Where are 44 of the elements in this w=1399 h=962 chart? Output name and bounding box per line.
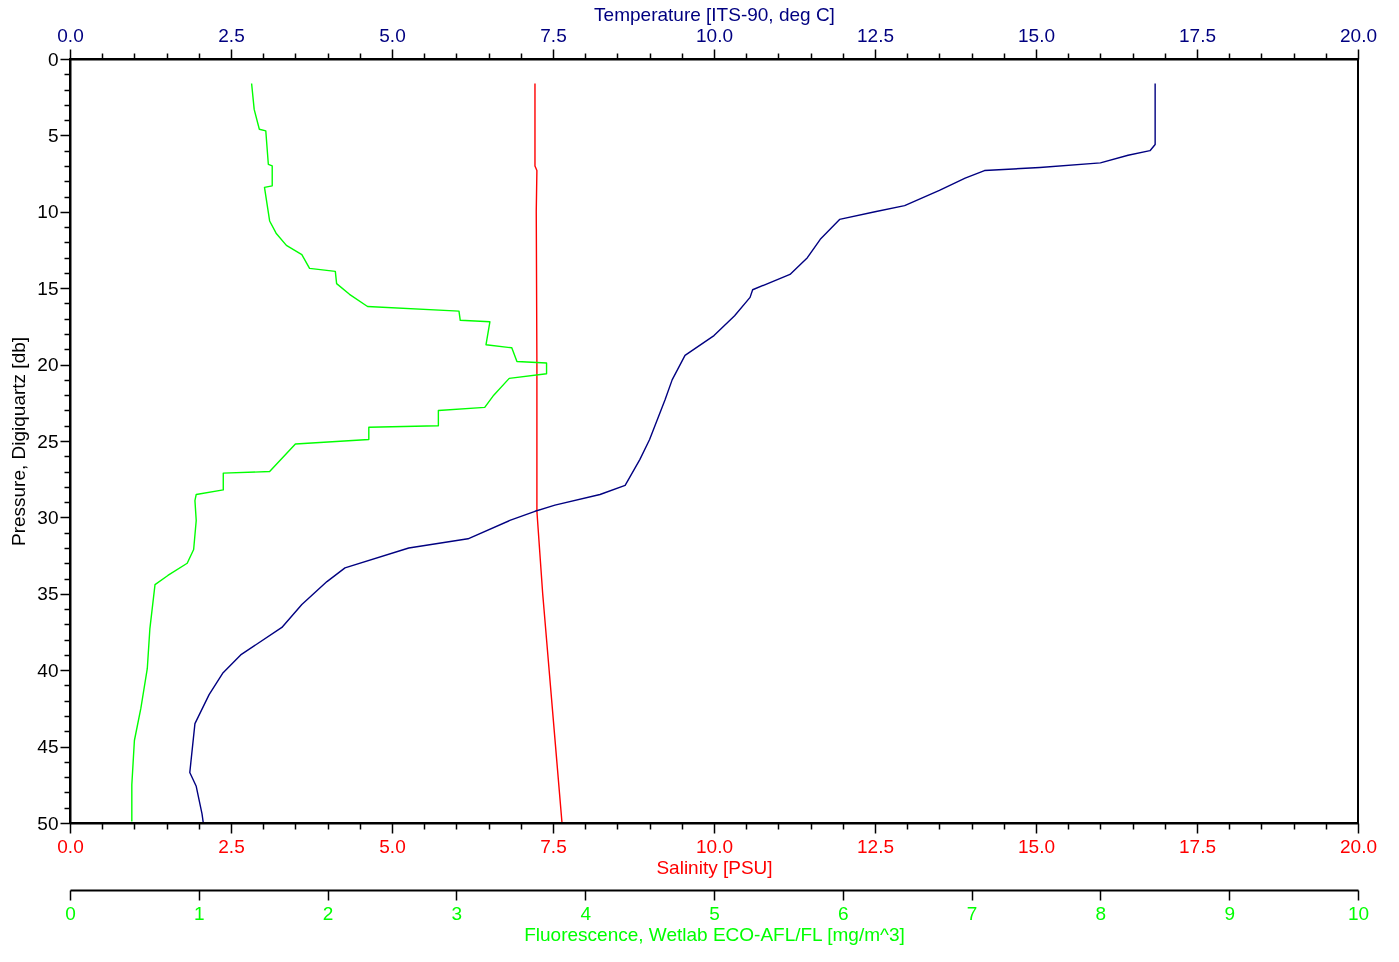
x-tick-label: 0 bbox=[65, 902, 76, 924]
x-tick-label: 7.5 bbox=[540, 835, 567, 857]
x-tick-label: 8 bbox=[1095, 902, 1107, 924]
x-tick-label: 4 bbox=[580, 902, 592, 924]
x2-tick-label: 17.5 bbox=[1179, 24, 1216, 46]
x-tick-label: 10 bbox=[1347, 902, 1370, 924]
x-tick-label: 10.0 bbox=[696, 835, 733, 857]
x-tick-label: 7 bbox=[966, 902, 978, 924]
x-tick-label: 3 bbox=[451, 902, 463, 924]
x2-tick-label: 10.0 bbox=[696, 24, 733, 46]
y-tick-label: 30 bbox=[37, 506, 59, 528]
x-tick-label: 1 bbox=[194, 902, 205, 924]
x2-tick-label: 0.0 bbox=[57, 24, 84, 46]
y-tick-label: 5 bbox=[47, 124, 59, 146]
y-tick-label: 25 bbox=[37, 430, 59, 452]
x-axis-title: Fluorescence, Wetlab ECO-AFL/FL [mg/m^3] bbox=[524, 923, 905, 945]
x-axis-title: Salinity [PSU] bbox=[656, 856, 773, 878]
x-tick-label: 15.0 bbox=[1018, 835, 1055, 857]
x-tick-label: 0.0 bbox=[57, 835, 84, 857]
x-tick-label: 5 bbox=[709, 902, 720, 924]
x-tick-label: 5.0 bbox=[379, 835, 406, 857]
x-tick-label: 2 bbox=[322, 902, 334, 924]
x2-tick-label: 7.5 bbox=[540, 24, 567, 46]
x2-axis-title: Temperature [ITS-90, deg C] bbox=[594, 3, 835, 25]
y-tick-label: 50 bbox=[37, 812, 59, 834]
x-tick-label: 17.5 bbox=[1179, 835, 1216, 857]
x-tick-label: 9 bbox=[1224, 902, 1235, 924]
y-tick-label: 35 bbox=[37, 583, 59, 605]
x2-tick-label: 20.0 bbox=[1340, 24, 1377, 46]
y-tick-label: 0 bbox=[47, 48, 59, 70]
x-tick-label: 12.5 bbox=[857, 835, 894, 857]
y-tick-label: 45 bbox=[37, 736, 59, 758]
y-tick-label: 40 bbox=[37, 659, 59, 681]
x-tick-label: 6 bbox=[838, 902, 849, 924]
x2-tick-label: 5.0 bbox=[379, 24, 406, 46]
x-tick-label: 20.0 bbox=[1340, 835, 1377, 857]
y-axis-title: Pressure, Digiquartz [db] bbox=[8, 336, 30, 547]
x2-tick-label: 12.5 bbox=[857, 24, 894, 46]
x2-tick-label: 15.0 bbox=[1018, 24, 1055, 46]
x-tick-label: 2.5 bbox=[218, 835, 245, 857]
x2-tick-label: 2.5 bbox=[218, 24, 245, 46]
y-tick-label: 15 bbox=[37, 277, 59, 299]
y-tick-label: 20 bbox=[37, 354, 59, 376]
y-tick-label: 10 bbox=[37, 201, 59, 223]
